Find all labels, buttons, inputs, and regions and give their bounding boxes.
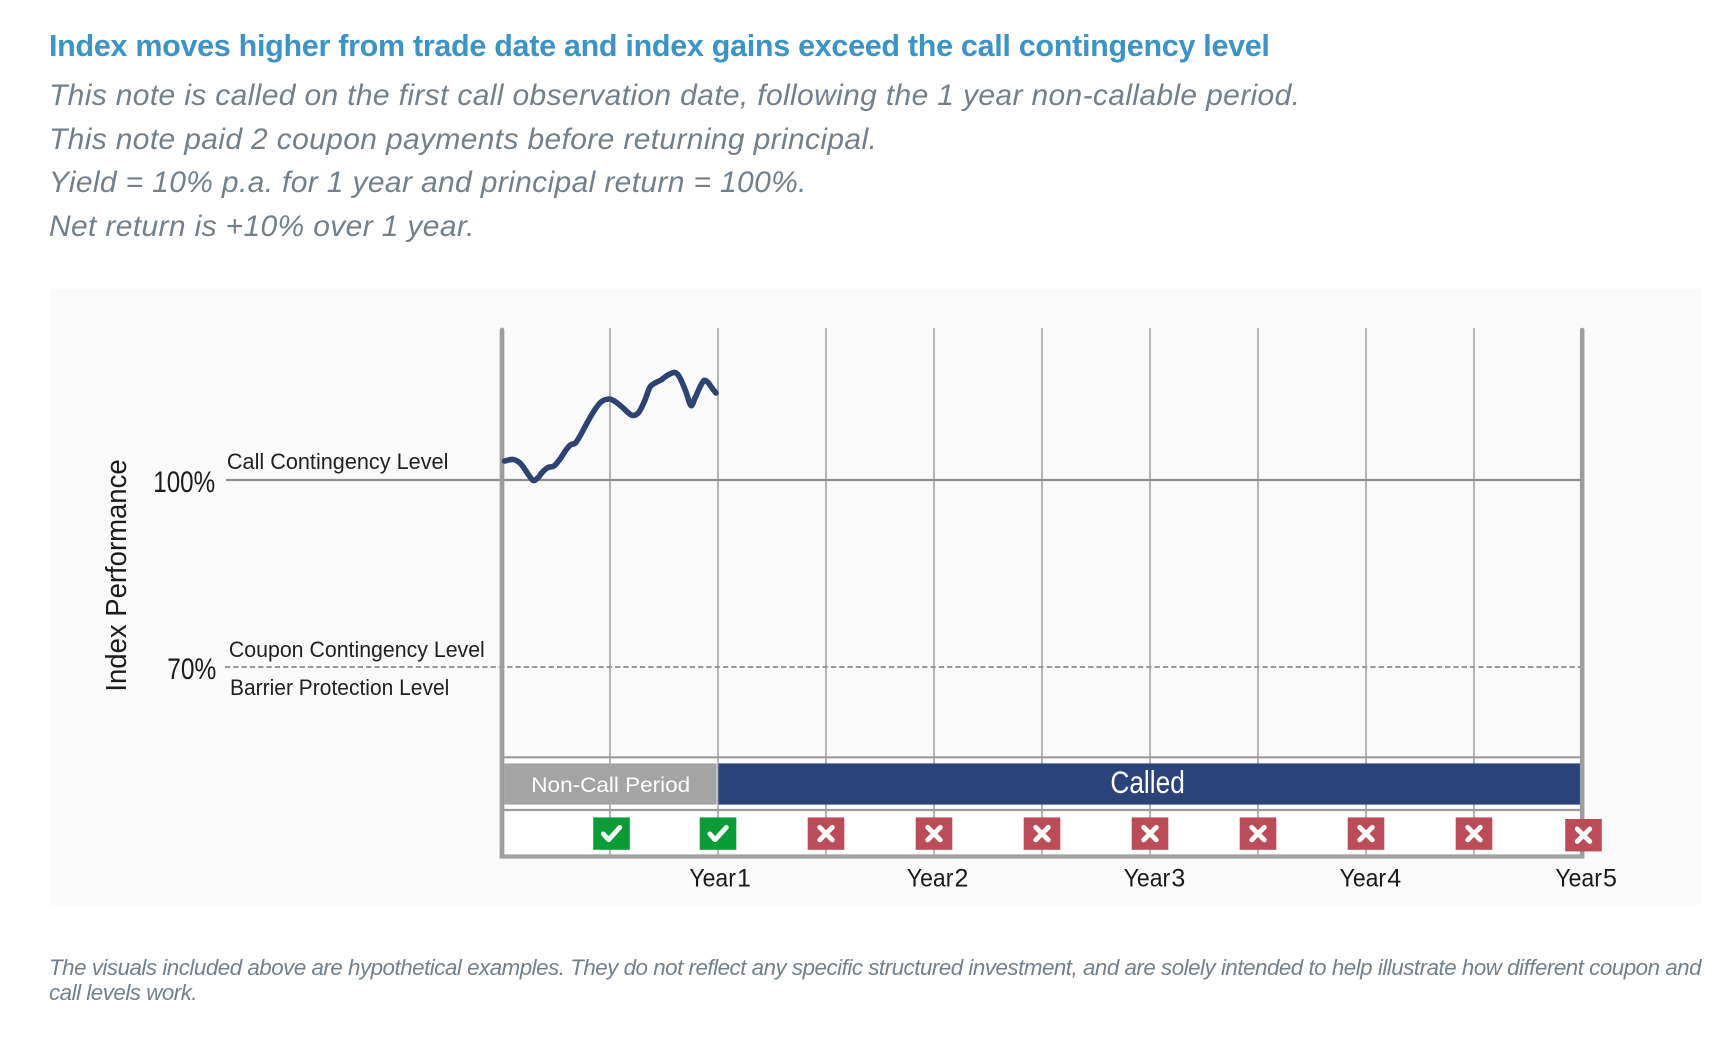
svg-text:Year: Year (1340, 865, 1387, 893)
svg-text:4: 4 (1387, 865, 1401, 893)
svg-text:5: 5 (1603, 865, 1617, 893)
svg-text:2: 2 (955, 865, 969, 893)
svg-text:100%: 100% (153, 466, 215, 499)
svg-text:Year: Year (689, 865, 736, 893)
svg-text:Non-Call Period: Non-Call Period (531, 773, 690, 797)
svg-text:Called: Called (1110, 765, 1184, 800)
svg-text:Coupon Contingency Level: Coupon Contingency Level (229, 637, 485, 662)
svg-text:1: 1 (737, 865, 751, 893)
svg-text:3: 3 (1171, 865, 1185, 893)
svg-text:Index Performance: Index Performance (101, 459, 133, 691)
svg-text:Call Contingency Level: Call Contingency Level (227, 449, 449, 474)
svg-text:Year: Year (907, 865, 954, 893)
svg-text:Year: Year (1555, 865, 1602, 893)
svg-text:70%: 70% (167, 653, 216, 686)
svg-text:Barrier Protection Level: Barrier Protection Level (230, 675, 449, 700)
svg-text:Year: Year (1124, 865, 1171, 893)
